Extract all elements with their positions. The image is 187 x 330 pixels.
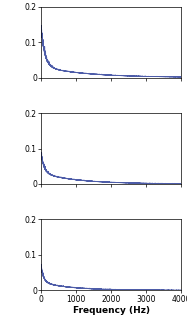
X-axis label: Frequency (Hz): Frequency (Hz) — [73, 306, 150, 315]
